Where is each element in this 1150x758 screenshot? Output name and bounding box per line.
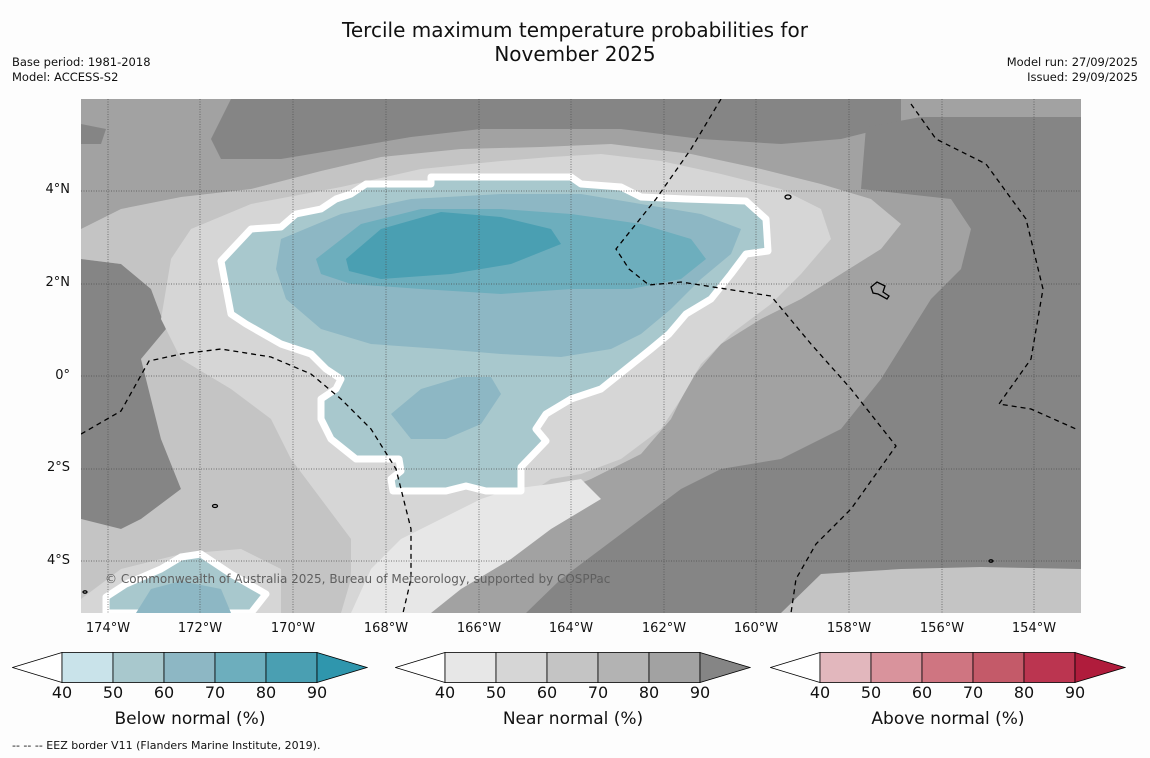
colorbar-near-normal [395, 652, 751, 683]
cbar-above-tick-60: 60 [911, 683, 933, 702]
islands [82, 194, 994, 594]
cbar-below-tick-70: 70 [204, 683, 226, 702]
base-period: Base period: 1981-2018 [12, 55, 151, 69]
lon-label-166w: 166°W [456, 621, 502, 636]
model-name: Model: ACCESS-S2 [12, 70, 119, 84]
title-line-1: Tercile maximum temperature probabilitie… [342, 18, 808, 42]
lat-label-2n: 2°N [45, 275, 71, 290]
lon-label-164w: 164°W [548, 621, 594, 636]
meta-left: Base period: 1981-2018 Model: ACCESS-S2 [12, 55, 151, 85]
cbar-below-tick-80: 80 [255, 683, 277, 702]
cbar-above-label: Above normal (%) [871, 709, 1025, 729]
copyright-notice: © Commonwealth of Australia 2025, Bureau… [105, 572, 611, 586]
lat-label-4s: 4°S [46, 553, 70, 568]
colorbar-segment [870, 652, 923, 683]
lon-label-162w: 162°W [641, 621, 687, 636]
colorbar-segment [1023, 652, 1076, 683]
near-normal-dark-nw [81, 124, 106, 144]
cbar-near-tick-70: 70 [587, 683, 609, 702]
cbar-near-tick-60: 60 [536, 683, 558, 702]
lon-label-156w: 156°W [919, 621, 965, 636]
title-line-2: November 2025 [494, 42, 656, 66]
near-normal-se-zone [781, 567, 1081, 613]
cbar-below-label: Below normal (%) [114, 709, 266, 729]
colorbar-segment [819, 652, 872, 683]
colorbar-segment [444, 652, 497, 683]
colorbar-segment [265, 652, 318, 683]
cbar-above-tick-70: 70 [962, 683, 984, 702]
lat-label-2s: 2°S [46, 460, 70, 475]
colorbar-over-triangle [699, 652, 751, 683]
colorbar-under-triangle [12, 652, 63, 683]
meta-right: Model run: 27/09/2025 Issued: 29/09/2025 [1007, 55, 1138, 85]
cbar-below-tick-90: 90 [306, 683, 328, 702]
cbar-below-tick-60: 60 [153, 683, 175, 702]
colorbar-segment [972, 652, 1025, 683]
lon-label-172w: 172°W [177, 621, 223, 636]
cbar-near-tick-80: 80 [638, 683, 660, 702]
graticule-lines [81, 99, 1081, 613]
colorbar-segment [648, 652, 701, 683]
near-normal-dark-north [211, 99, 901, 159]
colorbar-segment [921, 652, 974, 683]
lon-label-174w: 174°W [85, 621, 131, 636]
lon-label-160w: 160°W [733, 621, 779, 636]
chart-title: Tercile maximum temperature probabilitie… [0, 18, 1150, 66]
lat-label-0: 0° [55, 368, 70, 383]
colorbar-segment [61, 652, 114, 683]
probability-map: © Commonwealth of Australia 2025, Bureau… [81, 99, 1081, 613]
lat-label-4n: 4°N [45, 182, 71, 197]
eez-footnote: -- -- -- EEZ border V11 (Flanders Marine… [12, 739, 321, 752]
cbar-below-tick-50: 50 [102, 683, 124, 702]
lon-label-170w: 170°W [270, 621, 316, 636]
colorbar-under-triangle [770, 652, 821, 683]
lon-label-154w: 154°W [1011, 621, 1057, 636]
colorbar-segment [163, 652, 216, 683]
cbar-near-tick-50: 50 [485, 683, 507, 702]
cbar-near-tick-90: 90 [689, 683, 711, 702]
model-run: Model run: 27/09/2025 [1006, 55, 1138, 69]
map-canvas [81, 99, 1081, 613]
below-normal-80-zone [346, 212, 561, 279]
cbar-above-tick-40: 40 [809, 683, 831, 702]
eez-borders [81, 99, 1077, 613]
colorbar-over-triangle [1074, 652, 1126, 683]
colorbar-segment [112, 652, 165, 683]
below-normal-sw-inner [136, 581, 231, 613]
cbar-above-tick-80: 80 [1013, 683, 1035, 702]
colorbar-above-normal [770, 652, 1126, 683]
colorbar-over-triangle [316, 652, 368, 683]
colorbar-under-triangle [395, 652, 446, 683]
lon-label-158w: 158°W [826, 621, 872, 636]
colorbar-segment [597, 652, 650, 683]
colorbar-segment [214, 652, 267, 683]
colorbar-below-normal [12, 652, 368, 683]
near-normal-lightest-zone [351, 479, 601, 613]
cbar-near-tick-40: 40 [434, 683, 456, 702]
lon-label-168w: 168°W [363, 621, 409, 636]
colorbar-segment [546, 652, 599, 683]
colorbar-segment [495, 652, 548, 683]
cbar-below-tick-40: 40 [51, 683, 73, 702]
cbar-above-tick-50: 50 [860, 683, 882, 702]
cbar-above-tick-90: 90 [1064, 683, 1086, 702]
cbar-near-label: Near normal (%) [502, 709, 644, 729]
below-normal-60-south [391, 377, 501, 439]
issued-date: Issued: 29/09/2025 [1027, 70, 1138, 84]
